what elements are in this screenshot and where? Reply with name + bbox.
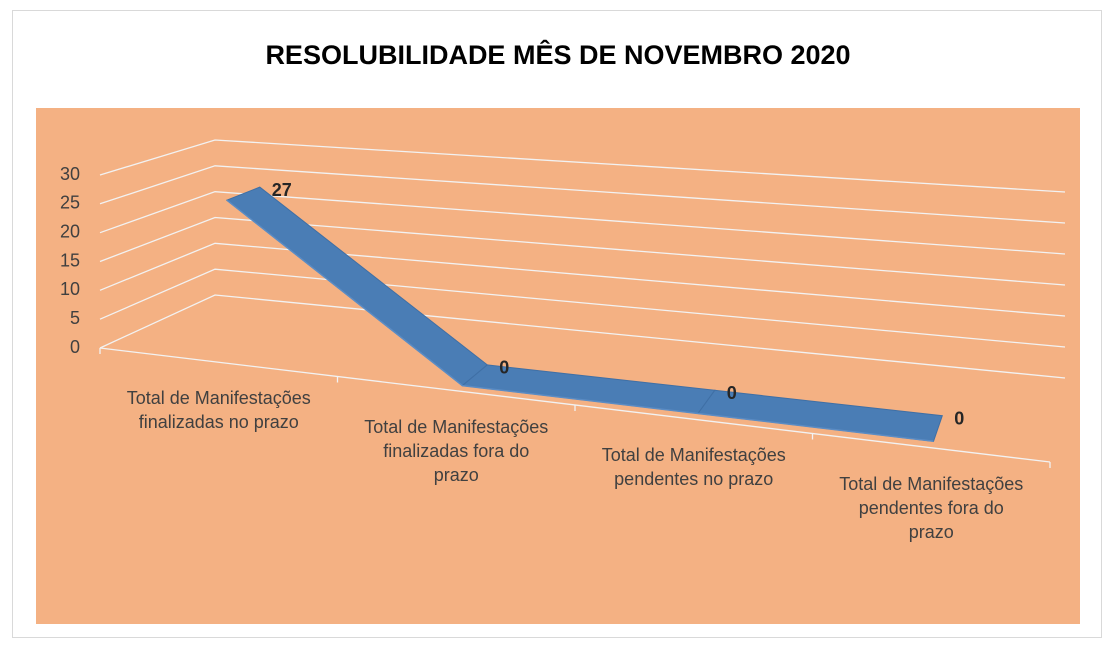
grid-line bbox=[99, 216, 1066, 286]
data-label: 27 bbox=[272, 180, 292, 200]
y-tick-label: 0 bbox=[70, 337, 80, 357]
chart-title: RESOLUBILIDADE MÊS DE NOVEMBRO 2020 bbox=[265, 40, 851, 70]
data-label: 0 bbox=[954, 408, 964, 428]
plot-area bbox=[36, 108, 1080, 624]
y-tick-label: 25 bbox=[60, 193, 80, 213]
x-tick-label: Total de Manifestações pendentes fora do… bbox=[839, 473, 1024, 542]
y-tick-label: 30 bbox=[60, 164, 80, 184]
grid-line bbox=[99, 294, 1066, 379]
y-tick-label: 20 bbox=[60, 221, 80, 241]
grid-line bbox=[99, 191, 1066, 255]
y-tick-label: 5 bbox=[70, 308, 80, 328]
y-tick-label: 10 bbox=[60, 279, 80, 299]
chart-card bbox=[12, 10, 1102, 638]
data-label: 0 bbox=[499, 358, 509, 378]
x-tick-label: Total de Manifestações pendentes no praz… bbox=[601, 445, 786, 490]
grid-line bbox=[99, 242, 1066, 317]
data-label: 0 bbox=[727, 383, 737, 403]
y-tick-label: 15 bbox=[60, 250, 80, 270]
grid-line bbox=[99, 165, 1066, 224]
x-tick-label: Total de Manifestações finalizadas no pr… bbox=[126, 388, 311, 433]
grid-line bbox=[99, 139, 1066, 193]
line bbox=[226, 199, 934, 443]
x-tick-label: Total de Manifestações finalizadas fora … bbox=[364, 416, 549, 485]
grid-line bbox=[99, 268, 1066, 348]
